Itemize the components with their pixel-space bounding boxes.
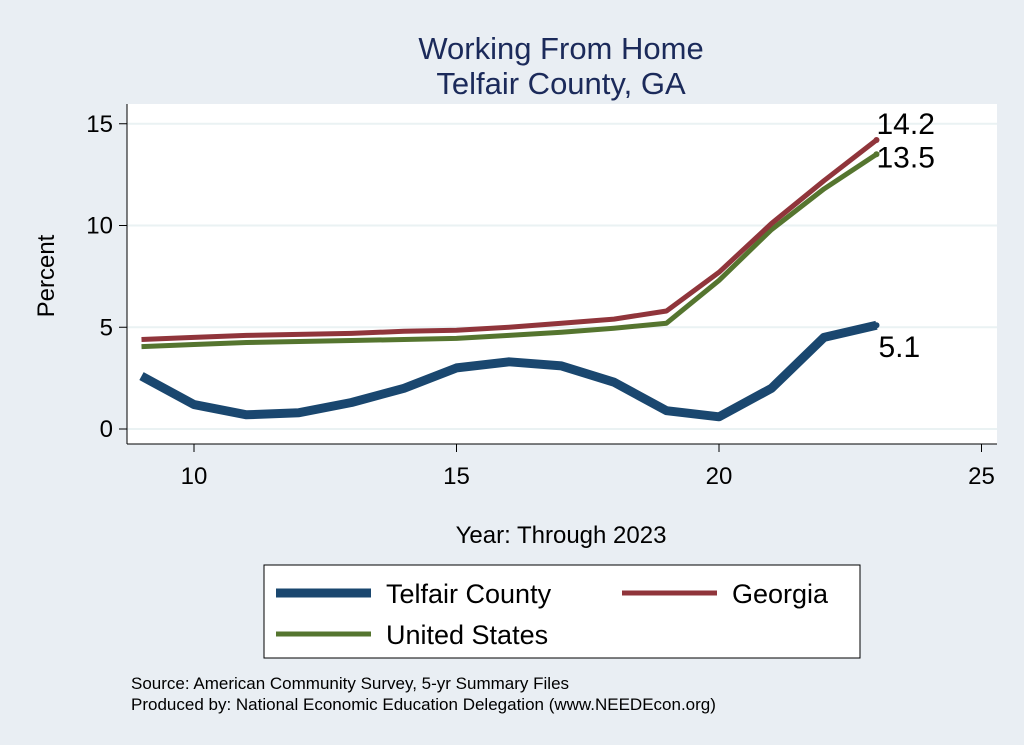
y-tick-label-15: 15: [86, 111, 113, 138]
series-lines: [139, 137, 880, 422]
chart-subtitle: Telfair County, GA: [436, 66, 686, 101]
x-axis-title: Year: Through 2023: [456, 522, 667, 549]
series-end-point-georgia: [873, 137, 880, 144]
plot-area: [127, 104, 997, 444]
legend-label-georgia: Georgia: [732, 579, 829, 609]
series-line-telfair-county: [139, 320, 878, 422]
y-axis-title: Percent: [33, 234, 60, 317]
chart-title: Working From Home: [418, 31, 703, 66]
x-tick-label-20: 20: [706, 463, 733, 490]
series-line-united-states: [141, 152, 878, 350]
source-line-1: Source: American Community Survey, 5-yr …: [131, 674, 569, 693]
end-label-georgia: 14.2: [877, 108, 935, 141]
legend: Telfair County Georgia United States: [263, 564, 861, 659]
legend-label-telfair-county: Telfair County: [386, 579, 552, 609]
x-tick-label-15: 15: [443, 463, 470, 490]
x-tick-label-25: 25: [968, 463, 995, 490]
y-tick-label-10: 10: [86, 213, 113, 240]
x-tick-label-10: 10: [181, 463, 208, 490]
legend-box: [263, 564, 861, 659]
legend-label-united-states: United States: [386, 620, 548, 650]
end-label-telfair-county: 5.1: [879, 331, 921, 364]
series-line-georgia: [141, 138, 879, 342]
series-end-point-telfair-county: [873, 322, 880, 329]
end-labels: 5.1 14.213.5: [877, 108, 935, 364]
source-line-2: Produced by: National Economic Education…: [131, 695, 716, 714]
series-end-point-united-states: [873, 151, 880, 158]
y-tick-label-5: 5: [100, 314, 113, 341]
axes: 0 5 10 15 10 15 20 25: [86, 104, 997, 490]
y-tick-label-0: 0: [100, 416, 113, 443]
end-label-united-states: 13.5: [877, 141, 935, 174]
